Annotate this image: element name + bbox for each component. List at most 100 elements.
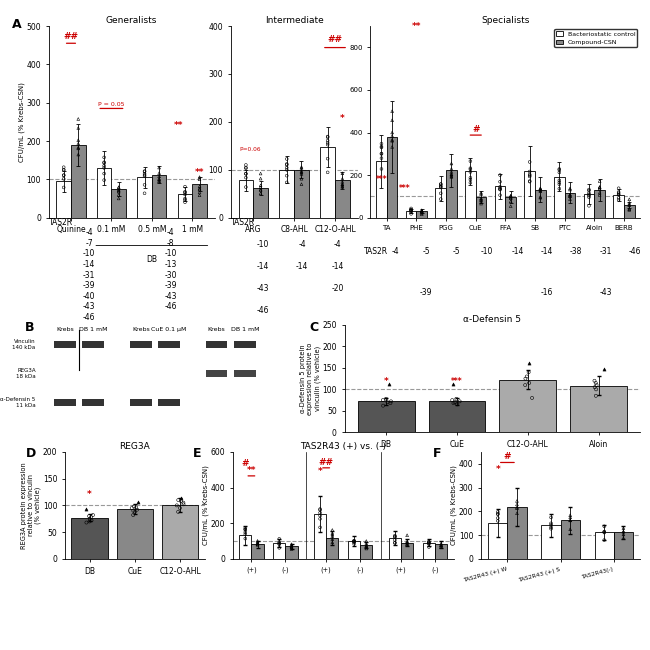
Point bbox=[99, 157, 109, 168]
Point bbox=[546, 518, 556, 528]
Point bbox=[315, 510, 325, 521]
Point bbox=[535, 192, 545, 203]
Bar bbox=[252, 544, 264, 559]
Text: F: F bbox=[433, 447, 442, 460]
Point bbox=[387, 131, 397, 141]
Point bbox=[446, 171, 456, 181]
Point bbox=[546, 523, 556, 534]
Point bbox=[337, 174, 348, 184]
Point bbox=[178, 497, 188, 508]
Text: -30: -30 bbox=[164, 270, 177, 280]
Point bbox=[406, 209, 416, 219]
Point bbox=[274, 539, 285, 549]
Point bbox=[476, 193, 486, 203]
Point bbox=[88, 510, 98, 520]
Bar bbox=[71, 145, 86, 218]
Bar bbox=[158, 398, 180, 406]
Point bbox=[132, 504, 142, 515]
Text: -14: -14 bbox=[296, 262, 309, 271]
Point bbox=[535, 185, 545, 195]
Point bbox=[322, 140, 333, 150]
Point bbox=[58, 170, 69, 181]
Point bbox=[114, 182, 124, 192]
Point bbox=[139, 188, 150, 198]
Bar bbox=[137, 177, 152, 218]
Point bbox=[436, 194, 446, 204]
Point bbox=[584, 185, 594, 196]
Point bbox=[599, 526, 610, 537]
Point bbox=[286, 539, 296, 549]
Point bbox=[525, 176, 535, 187]
Bar bbox=[499, 380, 556, 432]
Bar bbox=[435, 544, 447, 559]
Point bbox=[327, 529, 337, 539]
Bar bbox=[280, 170, 294, 218]
Point bbox=[255, 185, 266, 195]
Point bbox=[286, 542, 296, 552]
Point bbox=[176, 496, 186, 506]
Point bbox=[554, 164, 564, 175]
Bar bbox=[158, 341, 180, 348]
Text: -43: -43 bbox=[83, 302, 96, 311]
Point bbox=[322, 132, 333, 142]
Point bbox=[58, 170, 69, 180]
Text: -4: -4 bbox=[166, 228, 174, 237]
Bar bbox=[429, 401, 486, 432]
Point bbox=[154, 168, 164, 178]
Y-axis label: α-Defensin 5 protein
expression relative to
vinculin (% vehicle): α-Defensin 5 protein expression relative… bbox=[300, 343, 321, 415]
Point bbox=[274, 539, 285, 549]
Point bbox=[114, 193, 124, 203]
Point bbox=[512, 503, 522, 514]
Point bbox=[406, 205, 416, 216]
Point bbox=[520, 373, 530, 384]
Point bbox=[327, 531, 337, 541]
Point bbox=[417, 207, 427, 217]
Point bbox=[139, 166, 150, 176]
Point bbox=[525, 176, 535, 187]
Point bbox=[595, 176, 605, 187]
Point bbox=[337, 177, 348, 187]
Point bbox=[315, 522, 325, 532]
Point bbox=[73, 142, 83, 153]
Bar bbox=[401, 543, 413, 559]
Point bbox=[58, 164, 69, 175]
Point bbox=[436, 540, 447, 551]
Point bbox=[624, 204, 634, 214]
Point bbox=[614, 189, 624, 200]
Point bbox=[535, 192, 545, 202]
Point bbox=[337, 168, 348, 179]
Bar bbox=[508, 507, 526, 559]
Text: -39: -39 bbox=[164, 281, 177, 290]
Point bbox=[521, 371, 532, 382]
Text: P = 0.05: P = 0.05 bbox=[98, 101, 125, 107]
Point bbox=[361, 536, 372, 546]
Point bbox=[296, 179, 307, 189]
Point bbox=[495, 184, 505, 194]
Point bbox=[624, 200, 634, 210]
Point bbox=[436, 188, 446, 198]
Point bbox=[417, 209, 427, 220]
Point bbox=[476, 198, 486, 209]
Bar bbox=[326, 538, 339, 559]
Point bbox=[194, 174, 205, 185]
Title: α-Defensin 5: α-Defensin 5 bbox=[463, 315, 521, 324]
Text: -14: -14 bbox=[540, 247, 552, 256]
Text: ##: ## bbox=[328, 35, 343, 44]
Point bbox=[565, 515, 575, 526]
Bar bbox=[584, 194, 594, 218]
Point bbox=[327, 538, 337, 548]
Point bbox=[240, 160, 251, 170]
Point bbox=[476, 195, 486, 205]
Point bbox=[512, 499, 522, 510]
Point bbox=[114, 185, 124, 196]
Point bbox=[81, 517, 92, 528]
Point bbox=[565, 510, 575, 521]
Point bbox=[382, 397, 393, 408]
Text: TAS2R: TAS2R bbox=[364, 247, 388, 256]
Point bbox=[476, 197, 486, 207]
Bar bbox=[285, 546, 298, 559]
Point bbox=[591, 391, 601, 401]
Text: -43: -43 bbox=[257, 284, 270, 293]
Bar bbox=[177, 194, 192, 218]
Point bbox=[614, 189, 624, 200]
